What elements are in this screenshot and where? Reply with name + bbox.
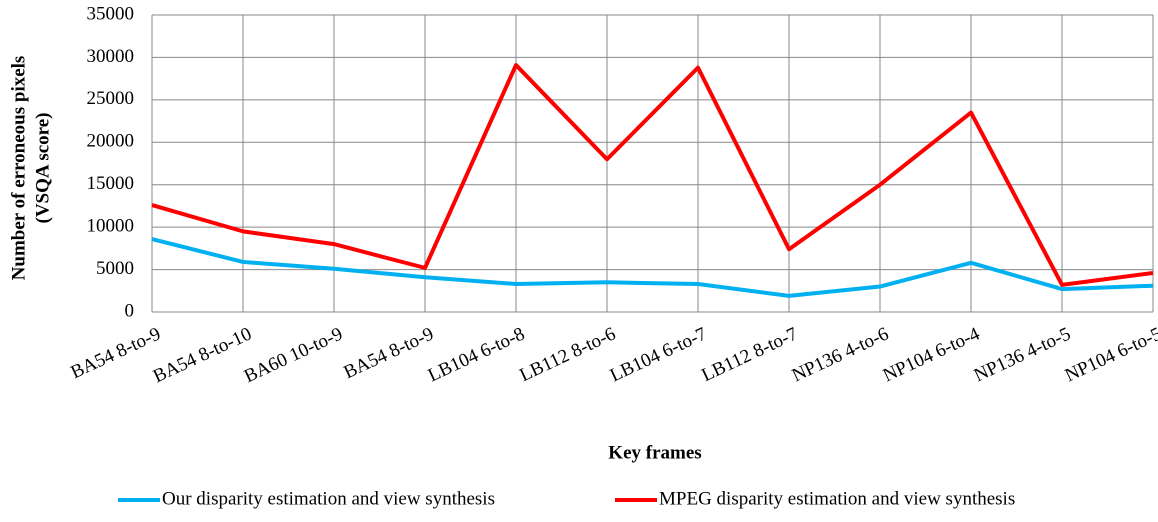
y-tick-label: 0 (125, 300, 135, 321)
x-tick-label: LB104 6-to-7 (607, 323, 710, 386)
x-tick-label: NP104 6-to-5 (1062, 323, 1158, 386)
y-tick-label: 25000 (87, 88, 135, 109)
series-line (151, 237, 1154, 298)
legend-label: Our disparity estimation and view synthe… (162, 488, 495, 509)
x-tick-label: LB104 6-to-8 (425, 323, 528, 386)
legend-label: MPEG disparity estimation and view synth… (659, 488, 1015, 509)
x-tick-label: NP136 4-to-6 (789, 323, 892, 386)
series-line (151, 63, 1154, 287)
y-tick-label: 15000 (87, 173, 135, 194)
y-tick-label: 35000 (87, 3, 135, 24)
x-axis-label: Key frames (608, 442, 701, 463)
y-tick-label: 30000 (87, 46, 135, 67)
y-tick-label: 5000 (96, 258, 134, 279)
x-tick-label: BA54 8-to-9 (341, 323, 437, 383)
x-tick-label: NP104 6-to-4 (880, 323, 984, 386)
x-tick-label: LB112 8-to-6 (516, 323, 618, 386)
x-tick-label: BA54 8-to-10 (150, 323, 255, 387)
y-tick-label: 20000 (87, 131, 135, 152)
x-tick-label: BA54 8-to-9 (68, 323, 164, 383)
y-axis-label: (VSQA score) (32, 113, 53, 224)
x-tick-label: NP136 4-to-5 (971, 323, 1074, 386)
x-tick-label: LB112 8-to-7 (698, 323, 800, 386)
x-tick-label: BA60 10-to-9 (241, 323, 346, 387)
y-axis-label: Number of erroneous pixels (8, 56, 29, 281)
y-tick-label: 10000 (87, 216, 135, 237)
